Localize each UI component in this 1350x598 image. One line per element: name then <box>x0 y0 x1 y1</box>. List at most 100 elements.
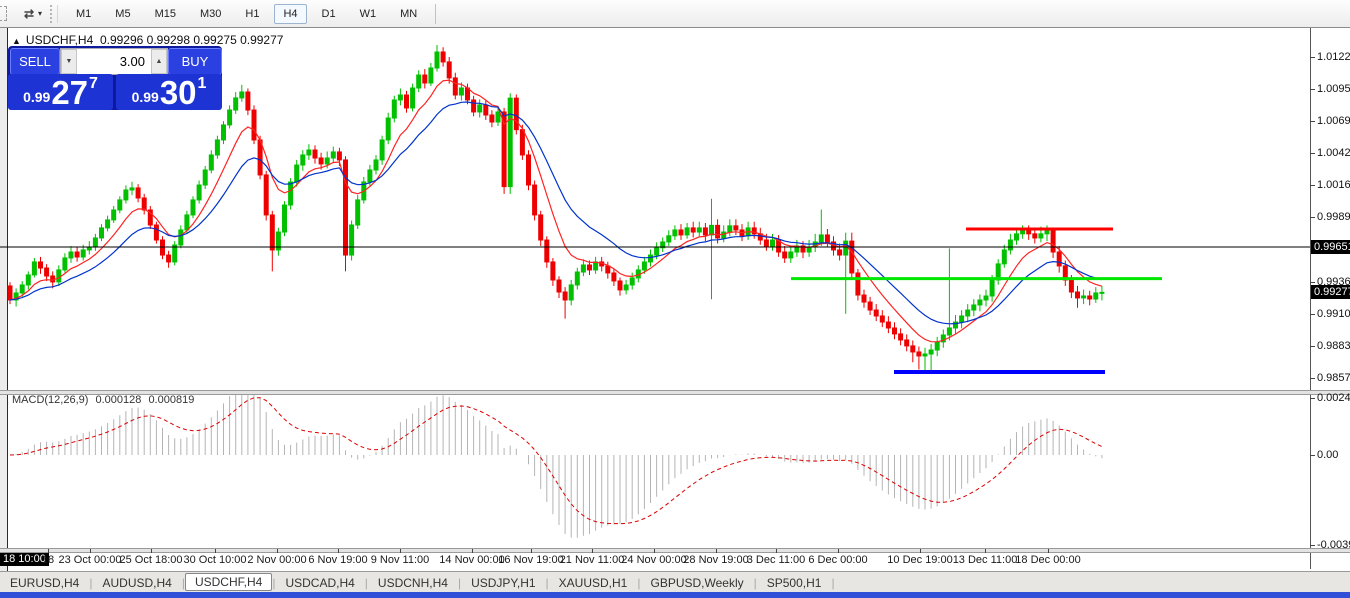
time-axis-label: 28 Nov 19:00 <box>683 554 748 566</box>
time-axis-label: 21 Nov 11:00 <box>560 554 625 566</box>
chart-symbol: USDCHF,H4 <box>26 33 93 47</box>
macd-signal-value: 0.000819 <box>148 394 194 406</box>
macd-layer <box>10 394 1102 538</box>
one-click-trade-panel: SELL ▼ 3.00 ▲ BUY 0.99 27 7 0.99 30 1 <box>8 46 222 110</box>
tab-separator: | <box>831 576 834 590</box>
sell-price-big: 27 <box>51 78 88 108</box>
price-axis-label: 0.98835 <box>1317 340 1350 352</box>
macd-axis-label: 0.00 <box>1317 449 1338 461</box>
buy-price-sup: 1 <box>198 75 207 93</box>
chart-tab-usdjpyh1[interactable]: USDJPY,H1 <box>461 574 545 592</box>
price-tick <box>1310 121 1315 122</box>
time-tick <box>400 549 401 553</box>
window-bottom-edge <box>0 592 1350 598</box>
volume-down-icon[interactable]: ▼ <box>61 49 77 74</box>
price-axis-label: 0.98570 <box>1317 372 1350 384</box>
price-axis-label: 1.00690 <box>1317 115 1350 127</box>
time-tick <box>654 549 655 553</box>
chart-tab-usdcadh4[interactable]: USDCAD,H4 <box>275 574 364 592</box>
macd-timeaxis-splitter[interactable] <box>0 548 1350 553</box>
price-axis-label: 1.00425 <box>1317 147 1350 159</box>
chart-tab-gbpusdweekly[interactable]: GBPUSD,Weekly <box>640 574 753 592</box>
volume-stepper: ▼ 3.00 ▲ <box>60 48 168 75</box>
time-tick <box>920 549 921 553</box>
macd-tick <box>1310 398 1315 399</box>
price-axis-label: 1.00955 <box>1317 83 1350 95</box>
time-axis-label: 30 Oct 10:00 <box>184 554 247 566</box>
price-axis-label: 1.00160 <box>1317 179 1350 191</box>
price-tick <box>1310 378 1315 379</box>
time-tick <box>985 549 986 553</box>
price-tick <box>1310 153 1315 154</box>
chart-tab-usdchfh4[interactable]: USDCHF,H4 <box>185 573 272 591</box>
time-axis-label: 24 Nov 00:00 <box>621 554 686 566</box>
time-axis-label: 2 Nov 00:00 <box>247 554 306 566</box>
price-tick <box>1310 185 1315 186</box>
time-tick <box>151 549 152 553</box>
macd-tick <box>1310 455 1315 456</box>
time-axis-label: 13 Dec 11:00 <box>953 554 1018 566</box>
sell-price-button[interactable]: 0.99 27 7 <box>8 74 113 110</box>
price-axis-highlight: 0.99651 <box>1311 240 1350 254</box>
macd-main-value: 0.000128 <box>95 394 141 406</box>
time-tick <box>1048 549 1049 553</box>
price-axis-label: 1.01220 <box>1317 51 1350 63</box>
time-tick <box>277 549 278 553</box>
time-tick <box>472 549 473 553</box>
chart-tab-xauusdh1[interactable]: XAUUSD,H1 <box>549 574 638 592</box>
buy-button[interactable]: BUY <box>168 48 222 75</box>
time-tick <box>90 549 91 553</box>
chart-macd-splitter[interactable] <box>0 390 1350 395</box>
time-axis-label: 14 Nov 00:00 <box>439 554 504 566</box>
time-tick <box>716 549 717 553</box>
chart-title: ▲ USDCHF,H4 0.99296 0.99298 0.99275 0.992… <box>12 33 283 47</box>
time-axis-label: 6 Dec 00:00 <box>808 554 867 566</box>
time-tick <box>776 549 777 553</box>
price-tick <box>1310 217 1315 218</box>
time-tick <box>338 549 339 553</box>
buy-price-big: 30 <box>160 78 197 108</box>
time-tick <box>838 549 839 553</box>
price-tick <box>1310 282 1315 283</box>
chart-ohlc: 0.99296 0.99298 0.99275 0.99277 <box>100 33 284 47</box>
price-axis-label: 0.99100 <box>1317 308 1350 320</box>
time-axis-label: 3 Dec 11:00 <box>747 554 806 566</box>
price-tick <box>1310 346 1315 347</box>
collapse-triangle-icon[interactable]: ▲ <box>12 36 21 46</box>
price-axis-highlight: 0.99277 <box>1311 285 1350 299</box>
macd-name: MACD(12,26,9) <box>12 394 88 406</box>
volume-value[interactable]: 3.00 <box>77 49 151 74</box>
time-tick <box>215 549 216 553</box>
time-axis-label: 16 Nov 19:00 <box>498 554 563 566</box>
mt4-window: ⇄ ▾ M1M5M15M30H1H4D1W1MN ▲USDCHF,H4 0.99… <box>0 0 1350 598</box>
sell-price-sup: 7 <box>89 75 98 93</box>
time-tick <box>48 549 49 553</box>
macd-indicator-label: MACD(12,26,9) 0.000128 0.000819 <box>12 394 198 406</box>
time-axis-label: 9 Nov 11:00 <box>371 554 430 566</box>
macd-axis-label: -0.003913 <box>1317 539 1350 551</box>
time-axis-label: 18 Dec 00:00 <box>1015 554 1080 566</box>
macd-axis-label: 0.002492 <box>1317 392 1350 404</box>
volume-up-icon[interactable]: ▲ <box>151 49 167 74</box>
price-axis-label: 0.99895 <box>1317 211 1350 223</box>
time-tick <box>592 549 593 553</box>
chart-tab-eurusdh4[interactable]: EURUSD,H4 <box>0 574 89 592</box>
macd-tick <box>1310 545 1315 546</box>
price-tick <box>1310 89 1315 90</box>
time-axis-label: 23 Oct 00:00 <box>59 554 122 566</box>
time-axis-label: 10 Dec 19:00 <box>887 554 952 566</box>
price-tick <box>1310 57 1315 58</box>
sell-price-prefix: 0.99 <box>23 89 50 105</box>
time-axis-label: 6 Nov 19:00 <box>308 554 367 566</box>
time-tick <box>531 549 532 553</box>
chart-tab-audusdh4[interactable]: AUDUSD,H4 <box>92 574 181 592</box>
time-axis-label: 25 Oct 18:00 <box>120 554 183 566</box>
price-tick <box>1310 314 1315 315</box>
sell-button[interactable]: SELL <box>10 48 60 75</box>
chart-tab-sp500h1[interactable]: SP500,H1 <box>757 574 832 592</box>
chart-tab-usdcnhh4[interactable]: USDCNH,H4 <box>368 574 458 592</box>
buy-price-button[interactable]: 0.99 30 1 <box>116 74 222 110</box>
moving-averages-layer <box>10 80 1102 342</box>
buy-price-prefix: 0.99 <box>132 89 159 105</box>
chart-tab-bar: EURUSD,H4|AUDUSD,H4|USDCHF,H4|USDCAD,H4|… <box>0 571 1350 593</box>
